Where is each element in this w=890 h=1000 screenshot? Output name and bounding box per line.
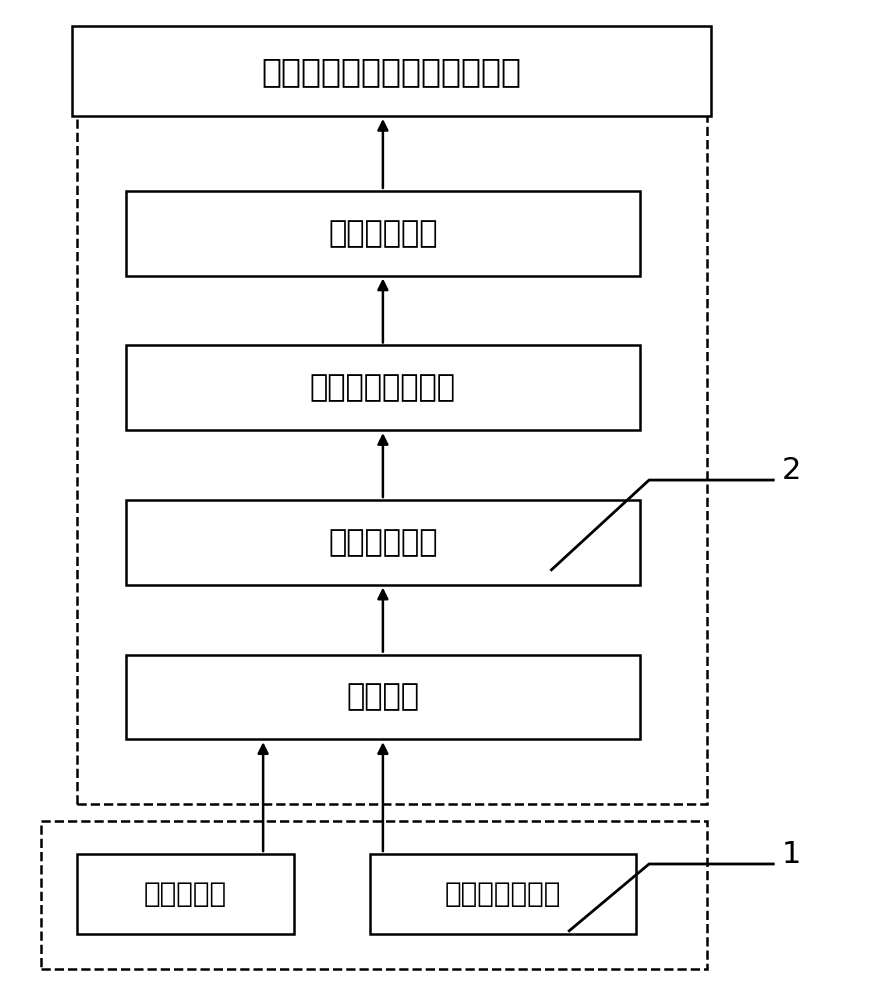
Text: 叠加策略模块: 叠加策略模块 <box>328 528 438 557</box>
Text: 策略规则库模块: 策略规则库模块 <box>444 880 561 908</box>
Text: 叠加分析模块: 叠加分析模块 <box>328 219 438 248</box>
Bar <box>125 500 640 585</box>
Bar <box>72 26 711 116</box>
Bar <box>41 821 707 969</box>
Bar <box>125 345 640 430</box>
Text: 多维度全景视图叠加展示模块: 多维度全景视图叠加展示模块 <box>262 55 522 88</box>
Text: 对时模块: 对时模块 <box>346 682 419 711</box>
Text: 1: 1 <box>782 840 802 869</box>
Text: 数据库模块: 数据库模块 <box>144 880 227 908</box>
Bar <box>125 655 640 739</box>
Text: 2: 2 <box>782 456 802 485</box>
Bar <box>125 191 640 276</box>
Bar <box>77 111 707 804</box>
Text: 全景多维叠加模块: 全景多维叠加模块 <box>310 373 456 402</box>
Bar <box>77 854 295 934</box>
Bar <box>369 854 635 934</box>
